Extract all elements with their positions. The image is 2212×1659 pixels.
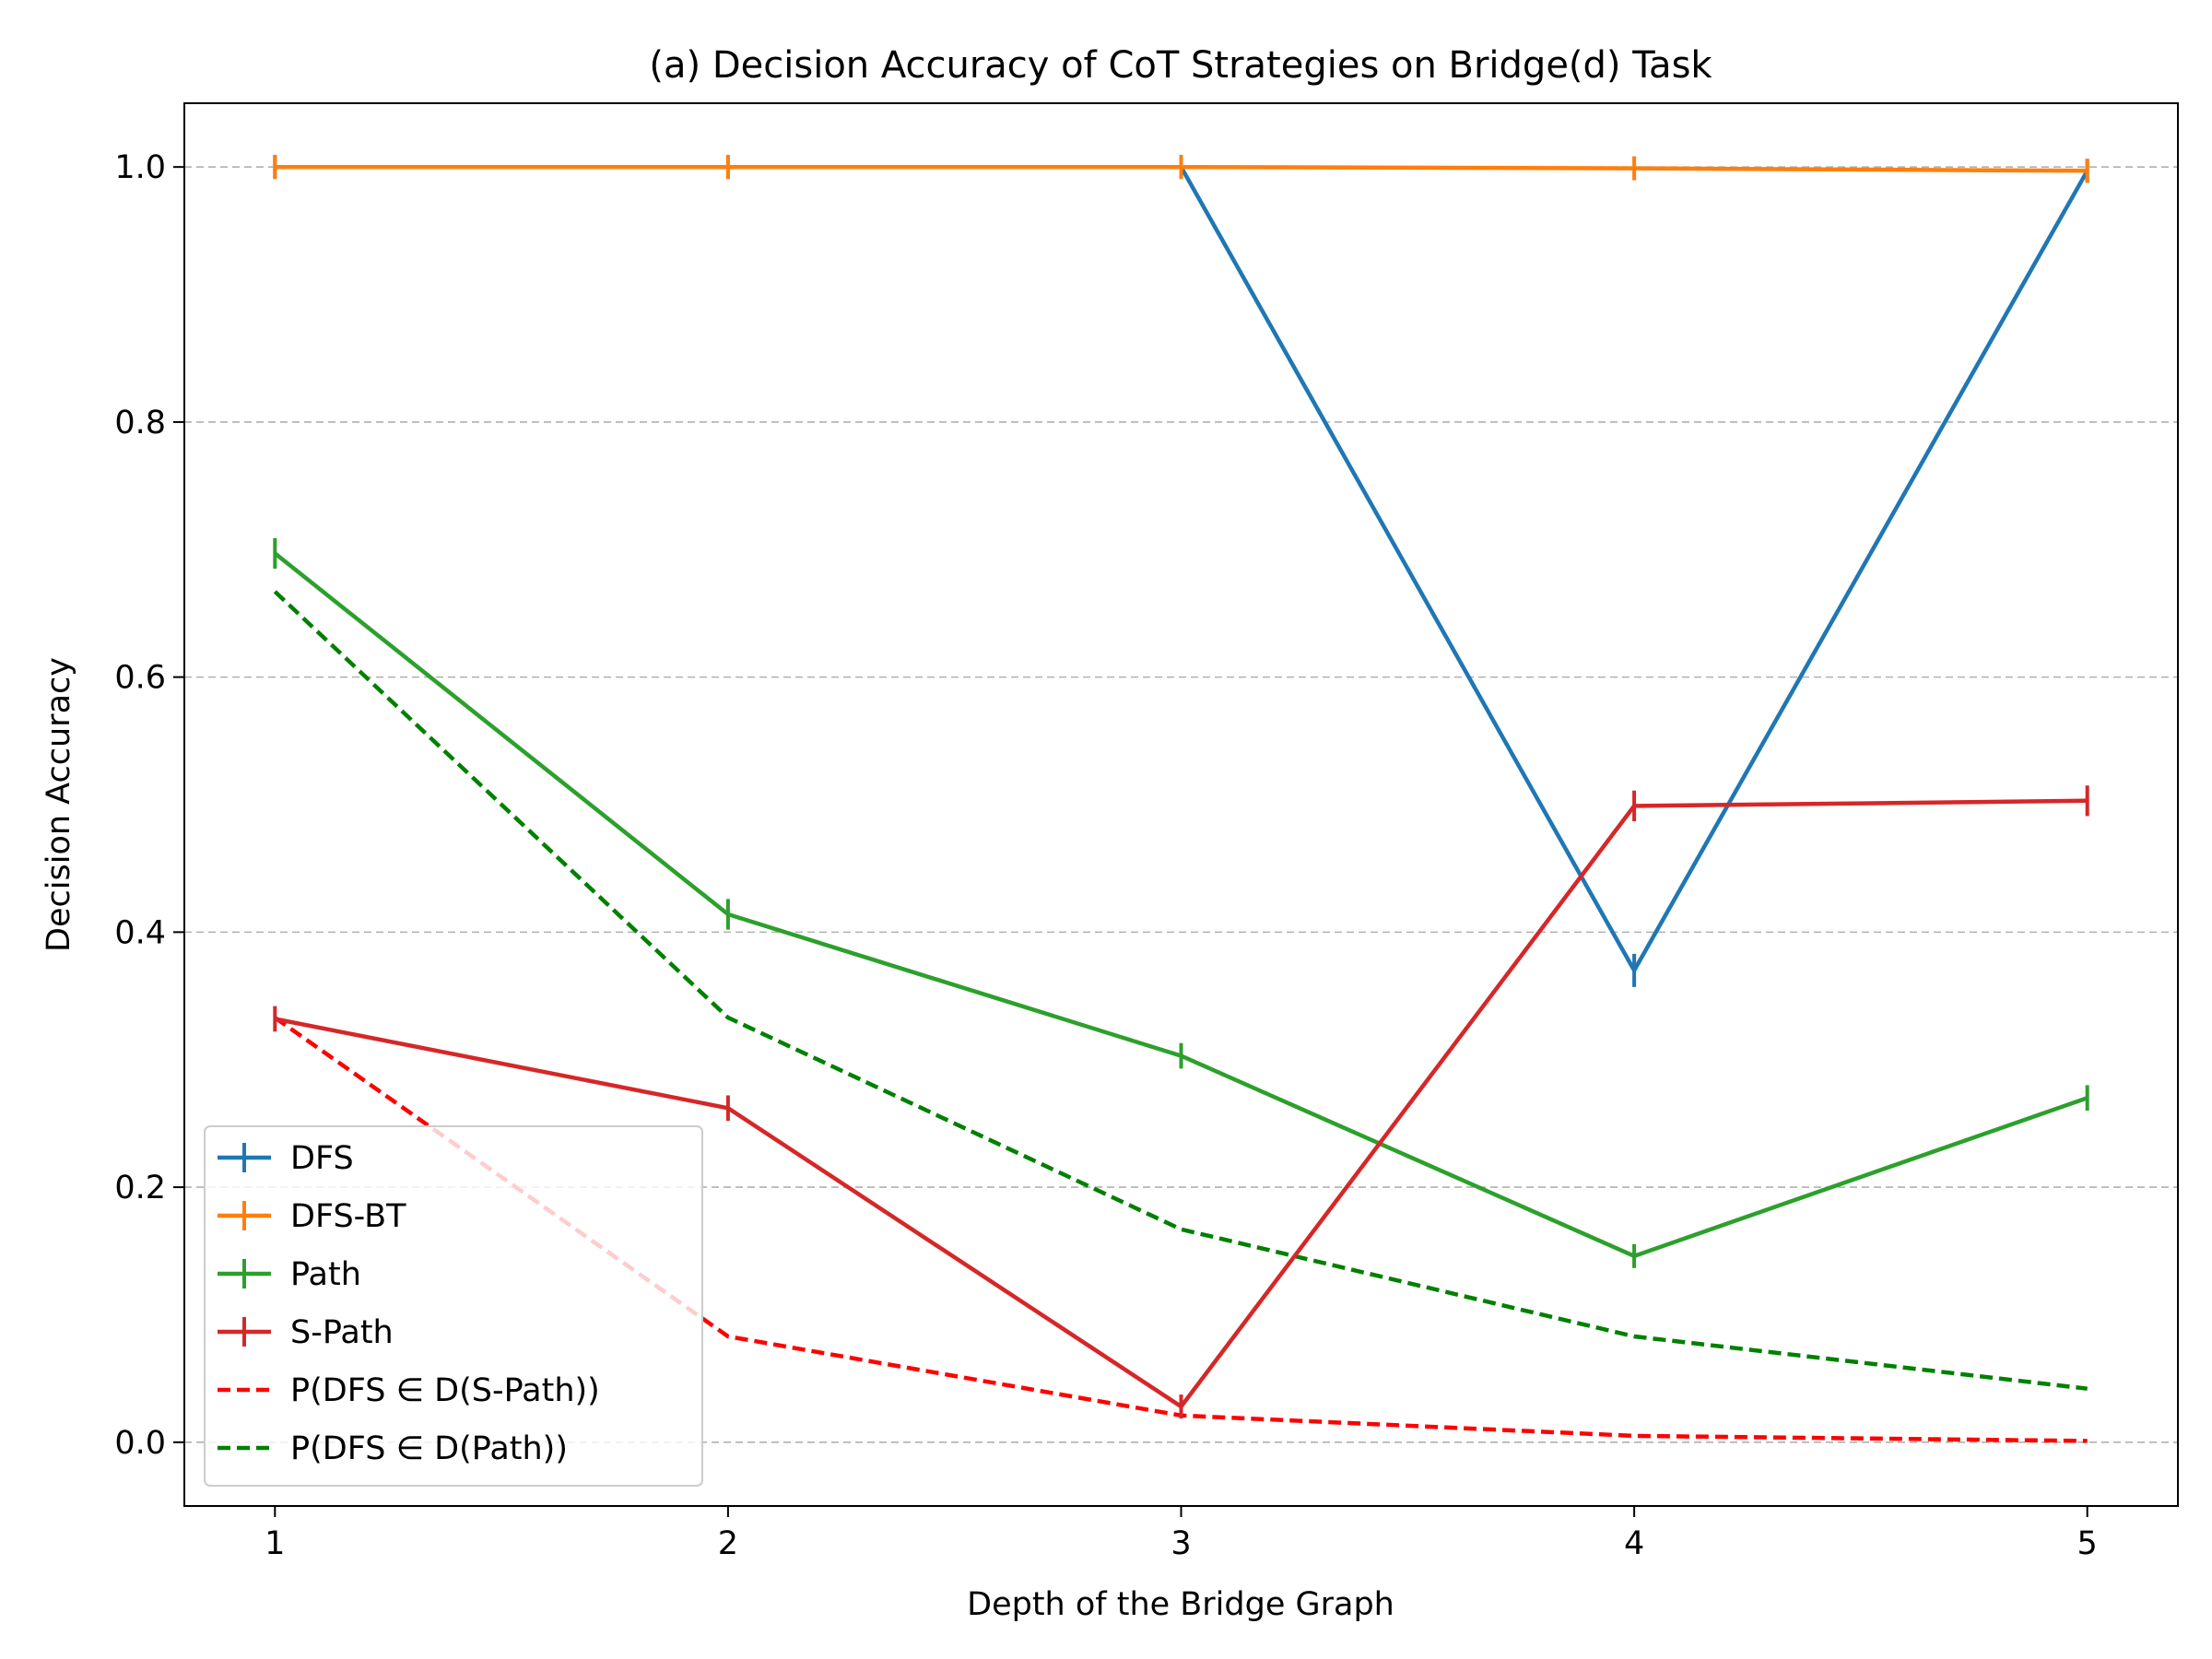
series-line-p-dfs-d-path <box>273 590 2088 1391</box>
legend: DFS DFS-BT Path S-Path P(DFS ∈ D(S-Path)) P(D… <box>204 1125 703 1487</box>
y-tick-label: 0.6 <box>114 660 166 697</box>
x-tick-label: 3 <box>1171 1525 1191 1562</box>
x-tick-label: 1 <box>265 1525 285 1562</box>
chart-title: (a) Decision Accuracy of CoT Strategies … <box>649 44 1712 87</box>
y-axis-label: Decision Accuracy <box>41 657 77 952</box>
y-tick-label: 1.0 <box>114 149 166 186</box>
x-axis-label: Depth of the Bridge Graph <box>967 1586 1394 1623</box>
legend-label: Path <box>290 1256 361 1293</box>
x-tick-label: 2 <box>718 1525 738 1562</box>
series-path <box>273 537 2089 1268</box>
x-tick-label: 5 <box>2077 1525 2098 1562</box>
series-p-dfs-d-path <box>273 590 2088 1391</box>
series-dfs-bt <box>273 155 2089 183</box>
legend-item-dfs-bt: DFS-BT <box>218 1198 406 1235</box>
legend-label: DFS-BT <box>290 1198 406 1235</box>
axis-ticks: 0.0 0.2 0.4 0.6 0.8 1.0 1 2 3 4 5 <box>114 149 2097 1562</box>
y-tick-label: 0.0 <box>114 1425 166 1462</box>
legend-item-s-path: S-Path <box>218 1314 394 1351</box>
legend-item-dfs: DFS <box>218 1140 354 1177</box>
legend-item-p-dfs-d-s-path: P(DFS ∈ D(S-Path)) <box>218 1372 600 1409</box>
legend-item-p-dfs-d-path: P(DFS ∈ D(Path)) <box>218 1430 568 1467</box>
y-tick-label: 0.2 <box>114 1170 166 1206</box>
legend-label: S-Path <box>290 1314 394 1351</box>
legend-label: P(DFS ∈ D(Path)) <box>290 1430 568 1467</box>
x-tick-label: 4 <box>1624 1525 1644 1562</box>
series-s-path <box>273 785 2089 1419</box>
legend-label: P(DFS ∈ D(S-Path)) <box>290 1372 600 1409</box>
legend-box <box>204 1125 703 1487</box>
y-tick-label: 0.4 <box>114 914 166 951</box>
legend-label: DFS <box>290 1140 354 1177</box>
legend-item-path: Path <box>218 1256 361 1293</box>
y-tick-label: 0.8 <box>114 405 166 441</box>
